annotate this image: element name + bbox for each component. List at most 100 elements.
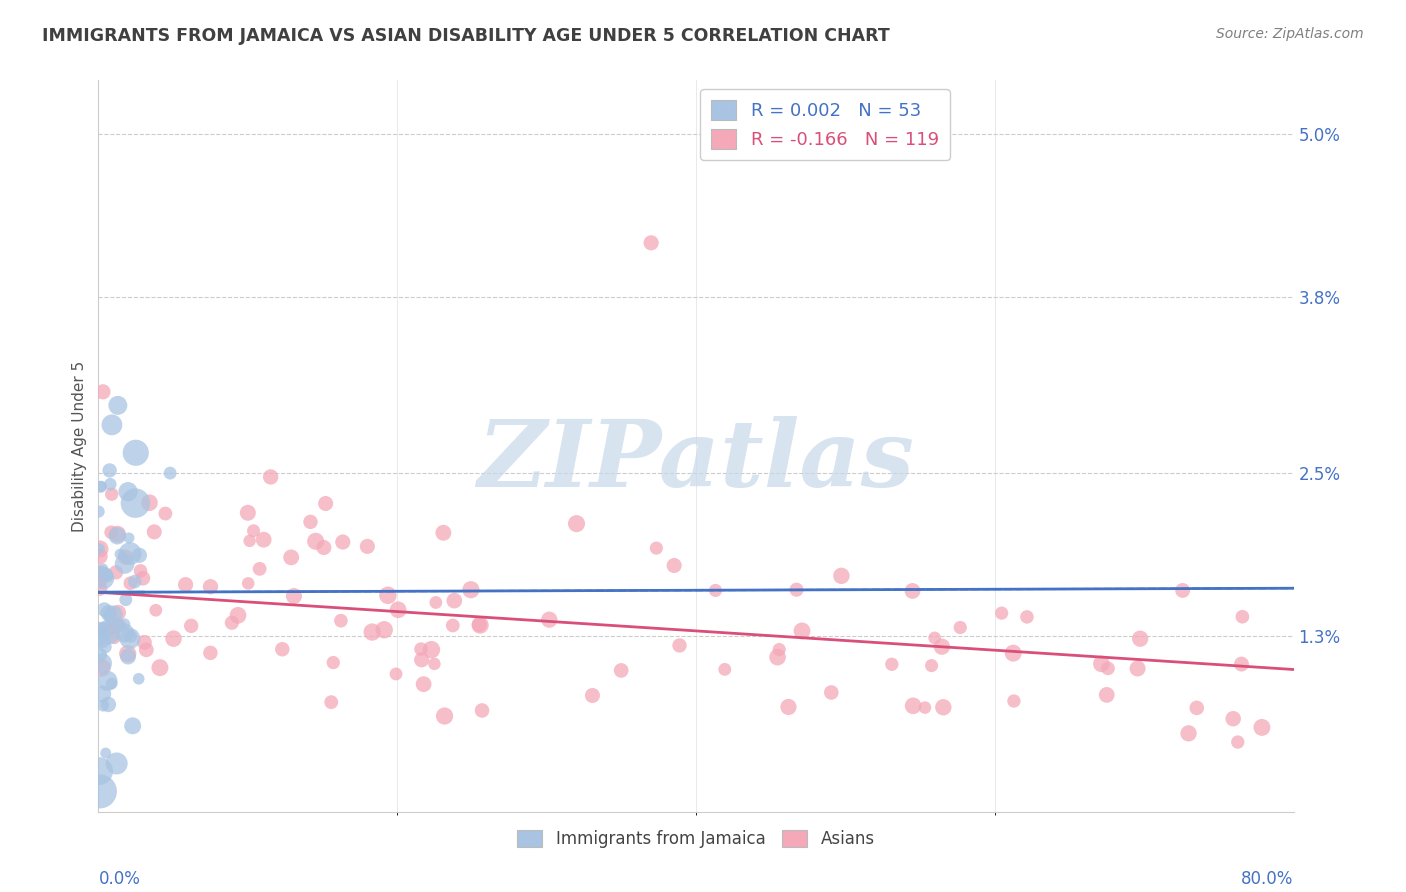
Point bbox=[931, 141, 953, 155]
Point bbox=[768, 642, 790, 657]
Point bbox=[443, 593, 465, 607]
Point bbox=[221, 615, 243, 630]
Point bbox=[94, 619, 117, 633]
Point bbox=[89, 648, 111, 662]
Point bbox=[778, 700, 800, 714]
Point bbox=[180, 619, 202, 633]
Point bbox=[239, 533, 262, 548]
Point bbox=[94, 640, 117, 654]
Point bbox=[1090, 657, 1112, 671]
Point bbox=[914, 700, 936, 714]
Point bbox=[121, 719, 143, 733]
Point bbox=[97, 570, 120, 584]
Point bbox=[129, 564, 152, 578]
Point bbox=[87, 505, 110, 519]
Point bbox=[98, 609, 121, 624]
Point bbox=[90, 657, 112, 671]
Point bbox=[90, 479, 112, 493]
Point bbox=[155, 507, 177, 521]
Point bbox=[713, 662, 735, 676]
Point bbox=[134, 635, 156, 649]
Point bbox=[432, 525, 454, 540]
Point bbox=[356, 540, 378, 554]
Point bbox=[114, 626, 136, 640]
Point bbox=[90, 480, 112, 494]
Y-axis label: Disability Age Under 5: Disability Age Under 5 bbox=[72, 360, 87, 532]
Point bbox=[90, 632, 112, 647]
Point bbox=[94, 567, 117, 582]
Point bbox=[425, 595, 447, 609]
Point bbox=[412, 677, 434, 691]
Point bbox=[662, 558, 685, 573]
Point bbox=[1226, 735, 1249, 749]
Point bbox=[704, 583, 727, 598]
Point bbox=[1129, 632, 1152, 646]
Point bbox=[1015, 610, 1038, 624]
Point bbox=[91, 562, 114, 576]
Point bbox=[91, 661, 114, 675]
Point bbox=[226, 608, 249, 623]
Point bbox=[89, 573, 111, 587]
Point bbox=[107, 617, 129, 632]
Point bbox=[387, 603, 409, 617]
Point bbox=[830, 569, 852, 583]
Point bbox=[1232, 609, 1254, 624]
Point bbox=[411, 653, 433, 667]
Point bbox=[373, 623, 395, 637]
Point bbox=[101, 417, 124, 432]
Point bbox=[249, 562, 271, 576]
Point bbox=[108, 619, 131, 633]
Point bbox=[105, 566, 128, 580]
Point bbox=[114, 550, 136, 565]
Point bbox=[117, 647, 139, 661]
Text: IMMIGRANTS FROM JAMAICA VS ASIAN DISABILITY AGE UNDER 5 CORRELATION CHART: IMMIGRANTS FROM JAMAICA VS ASIAN DISABIL… bbox=[42, 27, 890, 45]
Point bbox=[91, 624, 114, 639]
Point bbox=[120, 547, 142, 561]
Point bbox=[94, 746, 117, 760]
Point bbox=[468, 618, 491, 632]
Text: 80.0%: 80.0% bbox=[1241, 871, 1294, 888]
Point bbox=[91, 687, 114, 701]
Point bbox=[97, 626, 120, 640]
Point bbox=[107, 527, 129, 541]
Point bbox=[174, 577, 197, 591]
Point bbox=[124, 496, 146, 510]
Point bbox=[98, 463, 121, 477]
Point bbox=[1002, 646, 1025, 660]
Point bbox=[91, 698, 114, 713]
Point bbox=[468, 617, 491, 632]
Point bbox=[120, 576, 142, 591]
Point bbox=[91, 571, 114, 585]
Point bbox=[790, 624, 813, 638]
Point bbox=[305, 534, 328, 549]
Point bbox=[1177, 726, 1199, 740]
Point bbox=[90, 622, 112, 636]
Point bbox=[565, 516, 588, 531]
Point bbox=[103, 631, 125, 645]
Point bbox=[385, 667, 408, 681]
Point bbox=[89, 541, 111, 556]
Point bbox=[441, 618, 464, 632]
Point bbox=[645, 541, 668, 555]
Point bbox=[433, 709, 456, 723]
Point bbox=[820, 685, 842, 699]
Point bbox=[260, 470, 283, 484]
Point bbox=[135, 642, 157, 657]
Point bbox=[322, 656, 344, 670]
Point bbox=[98, 622, 121, 636]
Point bbox=[143, 524, 166, 539]
Point bbox=[949, 620, 972, 634]
Point bbox=[1185, 701, 1208, 715]
Text: 0.0%: 0.0% bbox=[98, 871, 141, 888]
Point bbox=[117, 649, 139, 664]
Point bbox=[932, 700, 955, 714]
Text: ZIPatlas: ZIPatlas bbox=[478, 416, 914, 506]
Point bbox=[924, 631, 946, 645]
Point bbox=[100, 487, 122, 501]
Point bbox=[280, 550, 302, 565]
Point bbox=[990, 606, 1012, 620]
Point bbox=[1230, 657, 1253, 671]
Point bbox=[200, 580, 222, 594]
Point bbox=[159, 466, 181, 480]
Point bbox=[409, 642, 432, 657]
